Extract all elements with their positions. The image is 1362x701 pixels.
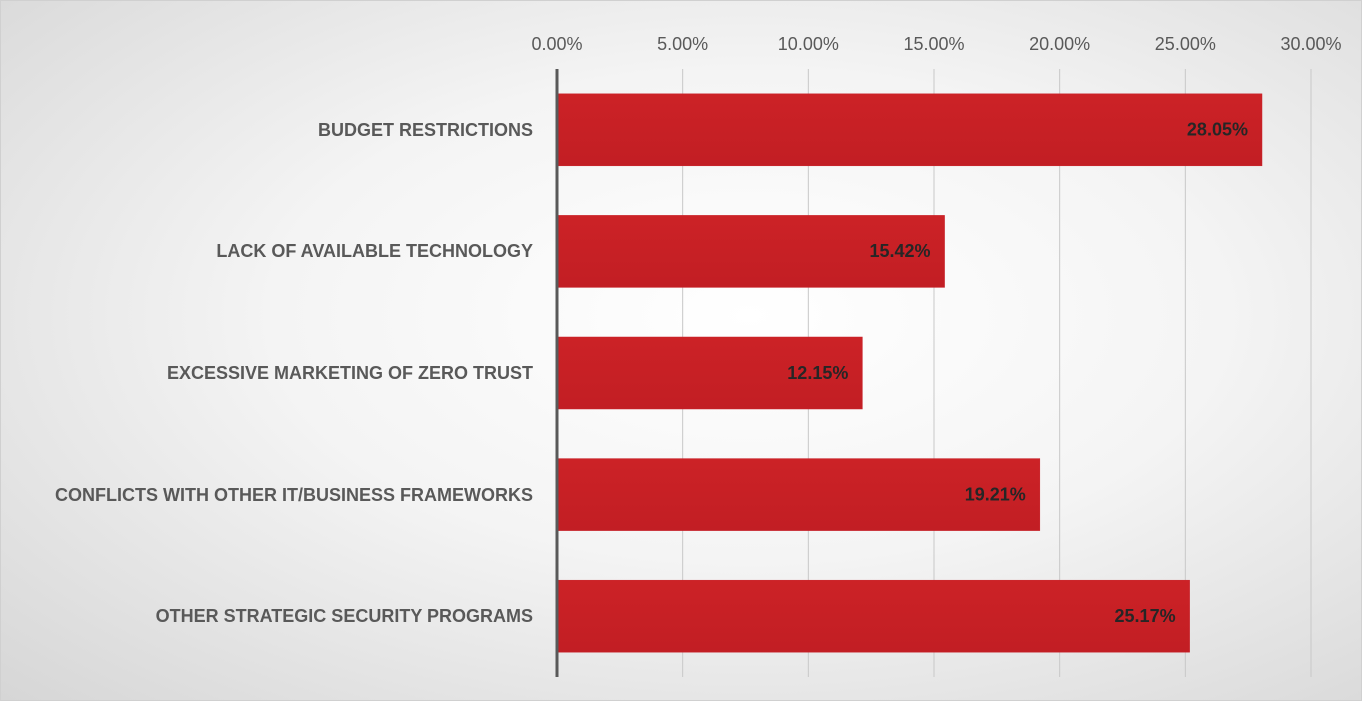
bar bbox=[556, 579, 1190, 653]
data-label: 25.17% bbox=[1115, 606, 1176, 626]
x-tick-label: 5.00% bbox=[657, 34, 708, 54]
bar bbox=[556, 93, 1263, 167]
category-label: LACK OF AVAILABLE TECHNOLOGY bbox=[216, 239, 533, 263]
data-label: 12.15% bbox=[787, 363, 848, 383]
x-tick-label: 30.00% bbox=[1280, 34, 1341, 54]
x-tick-label: 20.00% bbox=[1029, 34, 1090, 54]
category-text: BUDGET RESTRICTIONS bbox=[317, 119, 533, 140]
category-label: BUDGET RESTRICTIONS bbox=[318, 118, 533, 142]
data-label: 19.21% bbox=[965, 484, 1026, 504]
data-label: 15.42% bbox=[869, 241, 930, 261]
bar bbox=[556, 336, 863, 410]
x-tick-label: 10.00% bbox=[778, 34, 839, 54]
x-tick-label: 25.00% bbox=[1155, 34, 1216, 54]
category-text: OTHER STRATEGIC SECURITY PROGRAMS bbox=[155, 606, 533, 627]
bar bbox=[556, 215, 945, 288]
category-text: CONFLICTS WITH OTHER IT/BUSINESS FRAMEWO… bbox=[55, 484, 533, 505]
x-tick-label: 0.00% bbox=[531, 34, 582, 54]
x-tick-label: 15.00% bbox=[903, 34, 964, 54]
data-label: 28.05% bbox=[1187, 120, 1248, 140]
category-text: EXCESSIVE MARKETING OF ZERO TRUST bbox=[166, 363, 533, 383]
category-label: CONFLICTS WITH OTHER IT/BUSINESS FRAMEWO… bbox=[55, 483, 533, 507]
category-label: EXCESSIVE MARKETING OF ZERO TRUST bbox=[167, 361, 533, 385]
category-text: LACK OF AVAILABLE TECHNOLOGY bbox=[216, 241, 533, 262]
category-label: OTHER STRATEGIC SECURITY PROGRAMS bbox=[156, 604, 533, 628]
bar bbox=[556, 458, 1041, 531]
